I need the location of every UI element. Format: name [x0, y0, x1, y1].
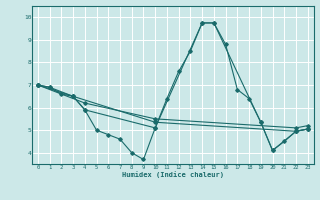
X-axis label: Humidex (Indice chaleur): Humidex (Indice chaleur) — [122, 171, 224, 178]
